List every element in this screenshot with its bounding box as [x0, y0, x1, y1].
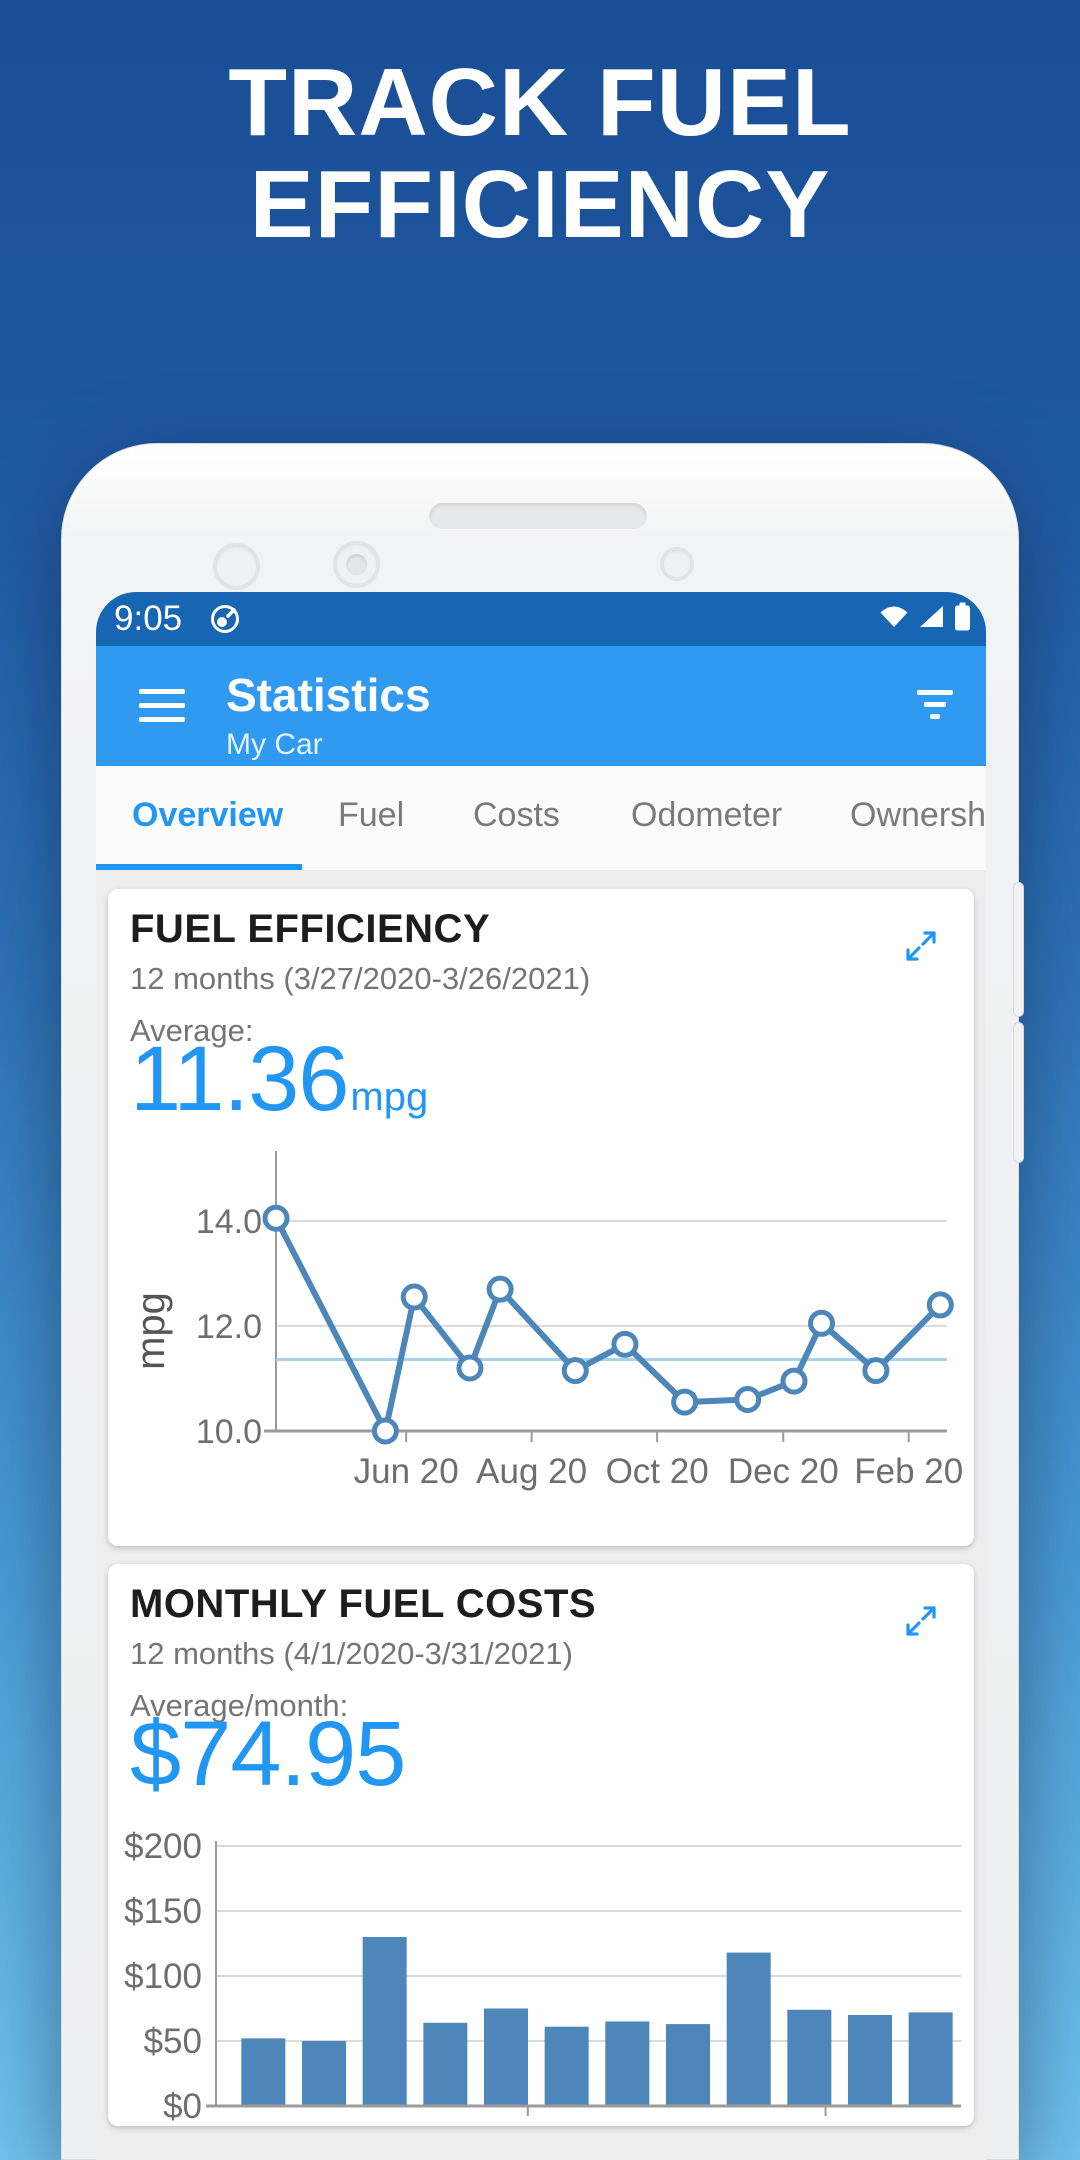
- svg-text:Jun 20: Jun 20: [354, 1452, 459, 1491]
- average-number: 11.36: [130, 1028, 349, 1130]
- status-time: 9:05: [114, 599, 183, 638]
- svg-text:$150: $150: [124, 1892, 202, 1931]
- vehicle-subtitle: My Car: [226, 728, 323, 761]
- front-camera-icon: [333, 541, 380, 588]
- tab-bar: Overview Fuel Costs Odometer Ownership: [96, 766, 986, 870]
- svg-text:Oct 20: Oct 20: [606, 1452, 709, 1491]
- tab-overview[interactable]: Overview: [132, 796, 284, 834]
- hero-title-line1: TRACK FUEL: [228, 49, 852, 156]
- tab-odometer[interactable]: Odometer: [631, 796, 783, 834]
- wifi-icon: [879, 604, 909, 634]
- average-value: $74.95: [130, 1702, 406, 1807]
- svg-text:Dec 20: Dec 20: [728, 1452, 839, 1491]
- tab-costs[interactable]: Costs: [473, 796, 560, 834]
- expand-icon[interactable]: [904, 1604, 938, 1638]
- fuel-efficiency-card: FUEL EFFICIENCY 12 months (3/27/2020-3/2…: [108, 889, 974, 1546]
- svg-text:mpg: mpg: [129, 1292, 173, 1370]
- date-range: 12 months (4/1/2020-3/31/2021): [130, 1636, 573, 1671]
- svg-text:$0: $0: [163, 2087, 202, 2126]
- status-bar: 9:05: [96, 592, 986, 646]
- svg-text:14.0: 14.0: [196, 1203, 262, 1241]
- fuel-efficiency-line-chart: 10.0 12.0 14.0 mpg Jun 20 Aug 20 Oct 20 Dec 20 F…: [116, 1151, 966, 1496]
- svg-text:$200: $200: [124, 1831, 202, 1866]
- monthly-fuel-costs-bar-chart: $0 $50 $100 $150 $200: [116, 1827, 966, 2126]
- average-label: Average:: [130, 1013, 254, 1048]
- volume-button: [1013, 882, 1024, 1017]
- average-unit: mpg: [350, 1075, 429, 1119]
- tab-ownership[interactable]: Ownership: [850, 796, 986, 834]
- front-camera-icon: [213, 543, 260, 590]
- svg-text:12.0: 12.0: [196, 1308, 262, 1346]
- expand-icon[interactable]: [904, 929, 938, 963]
- average-label: Average/month:: [130, 1688, 349, 1723]
- card-title: MONTHLY FUEL COSTS: [130, 1582, 597, 1626]
- average-number: $74.95: [130, 1703, 406, 1805]
- svg-text:Feb 20: Feb 20: [854, 1452, 963, 1491]
- svg-text:$50: $50: [144, 2022, 202, 2061]
- power-button: [1013, 1022, 1024, 1163]
- card-title: FUEL EFFICIENCY: [130, 907, 491, 951]
- filter-icon[interactable]: [917, 690, 953, 721]
- date-range: 12 months (3/27/2020-3/26/2021): [130, 961, 591, 996]
- notification-icon: [208, 602, 242, 636]
- svg-text:10.0: 10.0: [196, 1413, 262, 1451]
- svg-text:Aug 20: Aug 20: [476, 1452, 587, 1491]
- battery-icon: [954, 602, 971, 636]
- phone-mockup: 9:05: [61, 443, 1024, 2160]
- sensor-icon: [660, 547, 694, 581]
- monthly-fuel-costs-card: MONTHLY FUEL COSTS 12 months (4/1/2020-3…: [108, 1564, 974, 2126]
- scroll-content[interactable]: FUEL EFFICIENCY 12 months (3/27/2020-3/2…: [96, 870, 986, 2160]
- hero-title: TRACK FUEL EFFICIENCY: [0, 52, 1080, 256]
- phone-screen: 9:05: [96, 592, 986, 2160]
- page-title: Statistics: [226, 669, 431, 721]
- active-tab-indicator: [96, 864, 302, 870]
- cell-signal-icon: [918, 604, 945, 634]
- svg-text:$100: $100: [124, 1957, 202, 1996]
- tab-fuel[interactable]: Fuel: [338, 796, 405, 834]
- app-bar: Statistics My Car: [96, 646, 986, 766]
- average-value: 11.36 mpg: [130, 1027, 428, 1132]
- speaker-grille: [429, 503, 647, 530]
- hero-title-line2: EFFICIENCY: [249, 150, 831, 258]
- hamburger-menu-icon[interactable]: [139, 689, 185, 722]
